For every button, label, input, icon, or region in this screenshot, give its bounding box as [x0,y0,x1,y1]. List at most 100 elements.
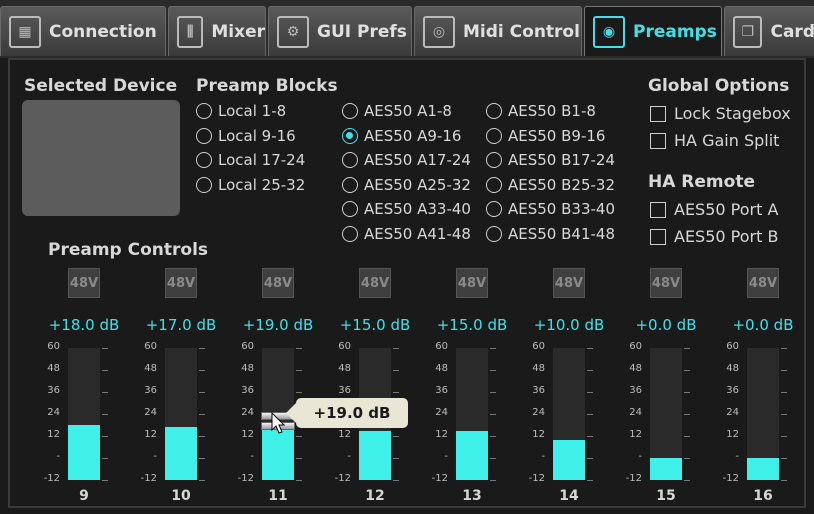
radio-circle [486,225,502,242]
radio-label: AES50 B17-24 [508,151,615,169]
radio-aes50-b1-8[interactable]: AES50 B1-8 [486,102,596,120]
radio-label: AES50 A1-8 [364,102,452,120]
scale-tick-line [490,348,496,349]
gain-slider-track[interactable] [456,348,488,480]
radio-aes50-b33-40[interactable]: AES50 B33-40 [486,200,615,218]
radio-local-25-32[interactable]: Local 25-32 [196,176,305,194]
radio-circle [342,127,358,144]
scale-tick-line [684,480,690,481]
global-options-heading: Global Options [648,76,790,96]
phantom-48v-button[interactable]: 48V [747,268,779,298]
scale-tick-line [199,480,205,481]
scale-tick-line [199,458,205,459]
phantom-48v-button[interactable]: 48V [165,268,197,298]
scale-tick-line [296,480,302,481]
gain-slider-track[interactable] [165,348,197,480]
scale-tick-label: 24 [241,407,254,418]
radio-aes50-a1-8[interactable]: AES50 A1-8 [342,102,452,120]
phantom-48v-button[interactable]: 48V [553,268,585,298]
radio-circle [196,152,212,168]
radio-aes50-b25-32[interactable]: AES50 B25-32 [486,176,615,194]
gain-slider-track[interactable] [650,348,682,480]
scale-tick-line [781,436,787,437]
scale-tick-label: 24 [532,407,545,418]
tab-connection[interactable]: ▦ Connection [0,6,166,56]
scale-tick-line [393,348,399,349]
radio-label: Local 9-16 [218,126,296,145]
scale-tick-label: 60 [241,341,254,352]
scale-tick-label: 48 [338,363,351,374]
scale-tick-line [587,458,593,459]
scale-tick-line [781,392,787,393]
tab-midi-control[interactable]: ◎ Midi Control [414,6,582,56]
scale-tick-label: 36 [435,385,448,396]
checkbox-lock-stagebox[interactable]: Lock Stagebox [650,104,791,123]
scale-tick-label: 36 [629,385,642,396]
scale-tick-label: -12 [140,473,157,484]
gain-slider-track[interactable] [747,348,779,480]
tab-mixer[interactable]: ⫼ Mixer [168,6,266,56]
tab-label: Mixer [211,21,265,42]
scale-tick-line [296,392,302,393]
radio-label: AES50 B9-16 [508,126,606,145]
scale-tick-line [587,436,593,437]
channel-number: 13 [462,488,482,504]
scale-tick-line [490,480,496,481]
checkbox-label: AES50 Port B [674,227,779,246]
radio-circle [486,103,502,119]
scale-tick-line [781,348,787,349]
gain-slider-track[interactable] [68,348,100,480]
scale-tick-line [490,392,496,393]
radio-aes50-a17-24[interactable]: AES50 A17-24 [342,151,471,169]
radio-aes50-b9-16[interactable]: AES50 B9-16 [486,127,605,145]
radio-label: AES50 B33-40 [508,200,615,218]
scale-tick-label: - [56,451,60,462]
phantom-48v-button[interactable]: 48V [456,268,488,298]
scale-tick-label: 24 [726,407,739,418]
scale-tick-label: 12 [726,429,739,440]
radio-label: AES50 B25-32 [508,175,615,194]
radio-circle [486,176,502,193]
phantom-48v-button[interactable]: 48V [650,268,682,298]
radio-aes50-b41-48[interactable]: AES50 B41-48 [486,225,615,243]
radio-local-17-24[interactable]: Local 17-24 [196,151,305,169]
radio-local-9-16[interactable]: Local 9-16 [196,127,296,145]
selected-device-box[interactable] [22,100,180,216]
scale-tick-label: -12 [237,473,254,484]
gain-readout: +18.0 dB [48,316,120,334]
radio-circle [196,103,212,119]
radio-aes50-a25-32[interactable]: AES50 A25-32 [342,176,471,194]
tab-label: Preamps [633,21,717,42]
checkbox-label: Lock Stagebox [674,104,791,123]
checkbox-aes50-port-b[interactable]: AES50 Port B [650,227,778,246]
scale-tick-label: -12 [43,473,60,484]
scale-tick-label: 24 [629,407,642,418]
scale-tick-label: 12 [47,429,60,440]
gain-slider-track[interactable] [553,348,585,480]
radio-local-1-8[interactable]: Local 1-8 [196,102,286,120]
phantom-48v-button[interactable]: 48V [68,268,100,298]
radio-aes50-a41-48[interactable]: AES50 A41-48 [342,225,471,243]
scale-tick-line [199,436,205,437]
scale-tick-label: 60 [726,341,739,352]
scale-tick-line [393,392,399,393]
tab-preamps[interactable]: ◉ Preamps [584,6,722,56]
scale-tick-line [781,480,787,481]
checkbox-ha-gain-split[interactable]: HA Gain Split [650,131,779,150]
gain-readout: +17.0 dB [145,316,217,334]
scale-tick-line [102,458,108,459]
scale-tick-label: - [735,451,739,462]
radio-aes50-b17-24[interactable]: AES50 B17-24 [486,151,615,169]
tab-card[interactable]: ❐ Card [724,6,814,56]
checkbox-aes50-port-a[interactable]: AES50 Port A [650,200,778,219]
scale-tick-label: 24 [47,407,60,418]
radio-circle [342,225,358,242]
radio-aes50-a33-40[interactable]: AES50 A33-40 [342,200,471,218]
radio-aes50-a9-16[interactable]: AES50 A9-16 [342,127,461,145]
tab-gui-prefs[interactable]: ⚙ GUI Prefs [268,6,412,56]
scale-tick-label: 12 [532,429,545,440]
phantom-48v-button[interactable]: 48V [359,268,391,298]
phantom-48v-button[interactable]: 48V [262,268,294,298]
checkbox-label: AES50 Port A [674,200,779,219]
scale-tick-line [684,392,690,393]
